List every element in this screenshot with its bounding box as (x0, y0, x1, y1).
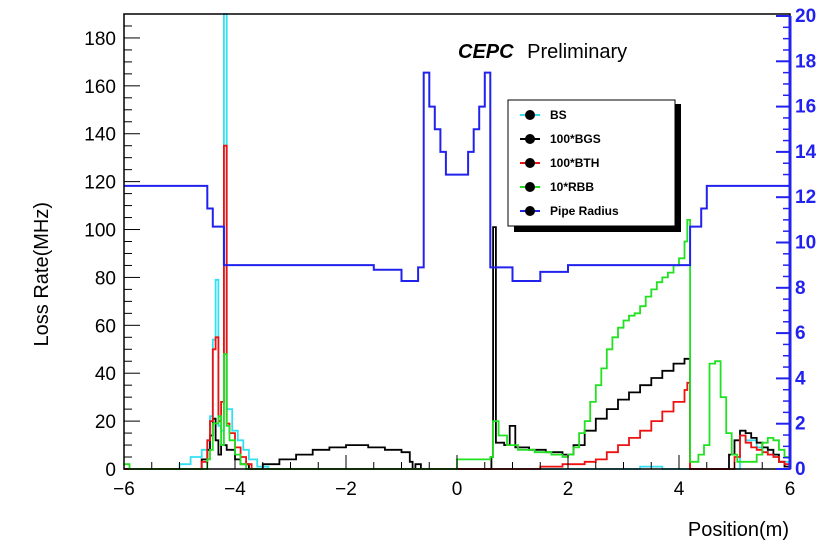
x-tick-label: −6 (113, 479, 135, 500)
x-tick-label: 6 (785, 479, 796, 500)
y-tick-label: 140 (84, 125, 116, 146)
x-tick-label: −4 (224, 479, 246, 500)
y2-tick-label: 12 (795, 187, 816, 208)
legend-label: 100*BGS (550, 132, 601, 146)
y-tick-label: 100 (84, 221, 116, 242)
legend-items: BS 100*BGS 100*BTH 10*RBB Pipe Radius (520, 108, 619, 218)
ticks-layer: −6 −4 −2 0 2 4 6020406080100120140160180024681… (84, 6, 816, 500)
y2-tick-label: 14 (795, 142, 816, 163)
y2-tick-label: 20 (795, 6, 816, 27)
series-10-rbb (124, 219, 791, 470)
y-tick-label: 120 (84, 173, 116, 194)
chart-annotation: CEPC Preliminary (458, 41, 627, 63)
y-tick-label: 60 (95, 316, 116, 337)
y2-tick-label: 18 (795, 51, 816, 72)
legend-marker (525, 110, 535, 120)
y2-tick-label: 0 (795, 459, 806, 480)
y2-tick-label: 10 (795, 233, 816, 254)
y-tick-label: 180 (84, 29, 116, 50)
y-tick-label: 40 (95, 364, 116, 385)
y2-tick-label: 8 (795, 278, 806, 299)
legend-label: 10*RBB (550, 180, 594, 194)
y2-tick-label: 6 (795, 323, 806, 344)
legend-label: BS (550, 108, 567, 122)
legend-label: Pipe Radius (550, 204, 619, 218)
x-tick-label: −2 (335, 479, 357, 500)
annotation-rest: Preliminary (527, 41, 627, 63)
series-pipe-radius (124, 71, 790, 282)
y-axis-label: Loss Rate(MHz) (31, 202, 53, 346)
x-axis-label: Position(m) (688, 519, 789, 541)
legend: BS 100*BGS 100*BTH 10*RBB Pipe Radius (507, 99, 681, 232)
legend-marker (525, 134, 535, 144)
x-tick-label: 4 (674, 479, 685, 500)
y-tick-label: 80 (95, 268, 116, 289)
annotation-bold: CEPC (458, 41, 514, 63)
x-tick-label: 0 (452, 479, 463, 500)
y-tick-label: 0 (105, 460, 116, 481)
y2-tick-label: 4 (795, 368, 806, 389)
y2-tick-label: 16 (795, 97, 816, 118)
legend-marker (525, 158, 535, 168)
y-tick-label: 160 (84, 77, 116, 98)
legend-marker (525, 182, 535, 192)
y2-tick-label: 2 (795, 414, 806, 435)
legend-label: 100*BTH (550, 156, 599, 170)
legend-marker (525, 206, 535, 216)
x-tick-label: 2 (563, 479, 574, 500)
y-tick-label: 20 (95, 412, 116, 433)
series-layer (124, 13, 791, 470)
